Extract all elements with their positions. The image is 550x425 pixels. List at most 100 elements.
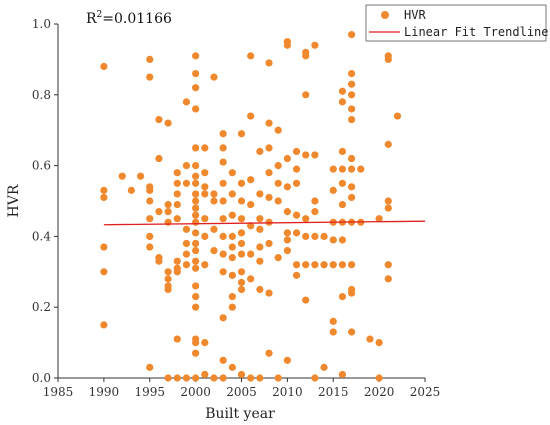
data-point xyxy=(237,197,246,205)
data-point xyxy=(348,183,356,191)
trendline-layer xyxy=(103,220,426,226)
data-point xyxy=(164,218,172,226)
data-point xyxy=(219,314,227,322)
data-point xyxy=(201,370,209,379)
data-point xyxy=(283,246,291,255)
data-point xyxy=(173,200,181,209)
data-point xyxy=(237,130,246,138)
data-point xyxy=(192,105,200,113)
data-point xyxy=(237,239,246,248)
data-point xyxy=(274,162,282,170)
data-point xyxy=(164,275,172,283)
data-point xyxy=(192,69,200,78)
data-point xyxy=(292,179,301,187)
x-tick-label: 1990 xyxy=(89,385,120,399)
data-point xyxy=(338,261,347,269)
r-squared-prefix: R xyxy=(86,11,97,27)
data-point xyxy=(146,232,154,240)
data-point xyxy=(182,239,191,248)
data-point xyxy=(192,246,200,255)
data-point xyxy=(384,275,392,283)
x-tick-label: 2020 xyxy=(364,385,395,399)
data-point xyxy=(302,52,310,60)
data-point xyxy=(247,52,255,60)
data-point xyxy=(274,179,282,187)
data-point xyxy=(237,250,246,258)
data-point xyxy=(228,232,236,240)
data-point xyxy=(173,169,181,177)
scatter-points xyxy=(100,31,402,382)
data-point xyxy=(348,105,356,113)
data-point xyxy=(173,374,181,382)
x-tick-label: 1985 xyxy=(43,385,74,399)
data-point xyxy=(348,80,356,88)
data-point xyxy=(192,257,200,265)
data-point xyxy=(192,190,200,198)
data-point xyxy=(164,374,172,382)
data-point xyxy=(118,172,126,180)
data-point xyxy=(164,208,172,216)
data-point xyxy=(201,183,209,191)
data-point xyxy=(173,179,181,187)
data-point xyxy=(256,374,264,382)
data-point xyxy=(192,239,200,248)
data-point xyxy=(375,374,383,382)
data-point xyxy=(348,261,356,269)
data-point xyxy=(311,374,319,382)
data-point xyxy=(201,339,209,347)
data-point xyxy=(228,169,236,177)
data-point xyxy=(366,335,374,343)
data-point xyxy=(265,193,273,202)
data-point xyxy=(348,115,356,124)
data-point xyxy=(338,87,347,95)
data-point xyxy=(348,193,356,202)
data-point xyxy=(173,215,181,223)
data-point xyxy=(228,271,236,279)
data-point xyxy=(247,200,255,209)
data-point xyxy=(237,370,246,379)
legend-label-trendline: Linear Fit Trendline xyxy=(404,25,549,39)
data-point xyxy=(182,374,191,382)
x-tick-label: 2000 xyxy=(180,385,211,399)
data-point xyxy=(192,374,200,382)
data-point xyxy=(256,225,264,233)
data-point xyxy=(338,147,347,156)
legend: HVR Linear Fit Trendline xyxy=(365,4,549,42)
data-point xyxy=(348,328,356,336)
data-point xyxy=(201,215,209,223)
data-point xyxy=(173,268,181,276)
data-point xyxy=(274,197,282,205)
data-point xyxy=(100,186,108,194)
data-point xyxy=(237,229,246,237)
x-tick-label: 2015 xyxy=(318,385,349,399)
data-point xyxy=(237,179,246,187)
data-point xyxy=(311,261,319,269)
x-tick-label: 2025 xyxy=(410,385,441,399)
legend-label-hvr: HVR xyxy=(404,8,426,22)
legend-box xyxy=(365,4,547,42)
data-point xyxy=(311,208,319,216)
data-point xyxy=(192,162,200,170)
data-point xyxy=(393,112,402,120)
data-point xyxy=(265,119,273,127)
data-point xyxy=(192,349,200,357)
data-point xyxy=(219,215,227,223)
data-point xyxy=(164,119,172,127)
data-point xyxy=(338,236,347,244)
data-point xyxy=(210,197,218,205)
data-point xyxy=(164,268,172,276)
data-point xyxy=(182,162,191,170)
data-point xyxy=(146,243,154,251)
data-point xyxy=(201,261,209,269)
data-point xyxy=(292,261,301,269)
data-point xyxy=(146,55,154,64)
y-axis-title: HVR xyxy=(6,184,22,217)
data-point xyxy=(302,261,310,269)
data-point xyxy=(192,264,200,272)
data-point xyxy=(265,218,273,226)
data-point xyxy=(192,229,200,237)
data-point xyxy=(192,339,200,347)
data-point xyxy=(164,200,172,209)
data-point xyxy=(283,183,291,191)
y-tick-label: 0.6 xyxy=(32,159,51,173)
